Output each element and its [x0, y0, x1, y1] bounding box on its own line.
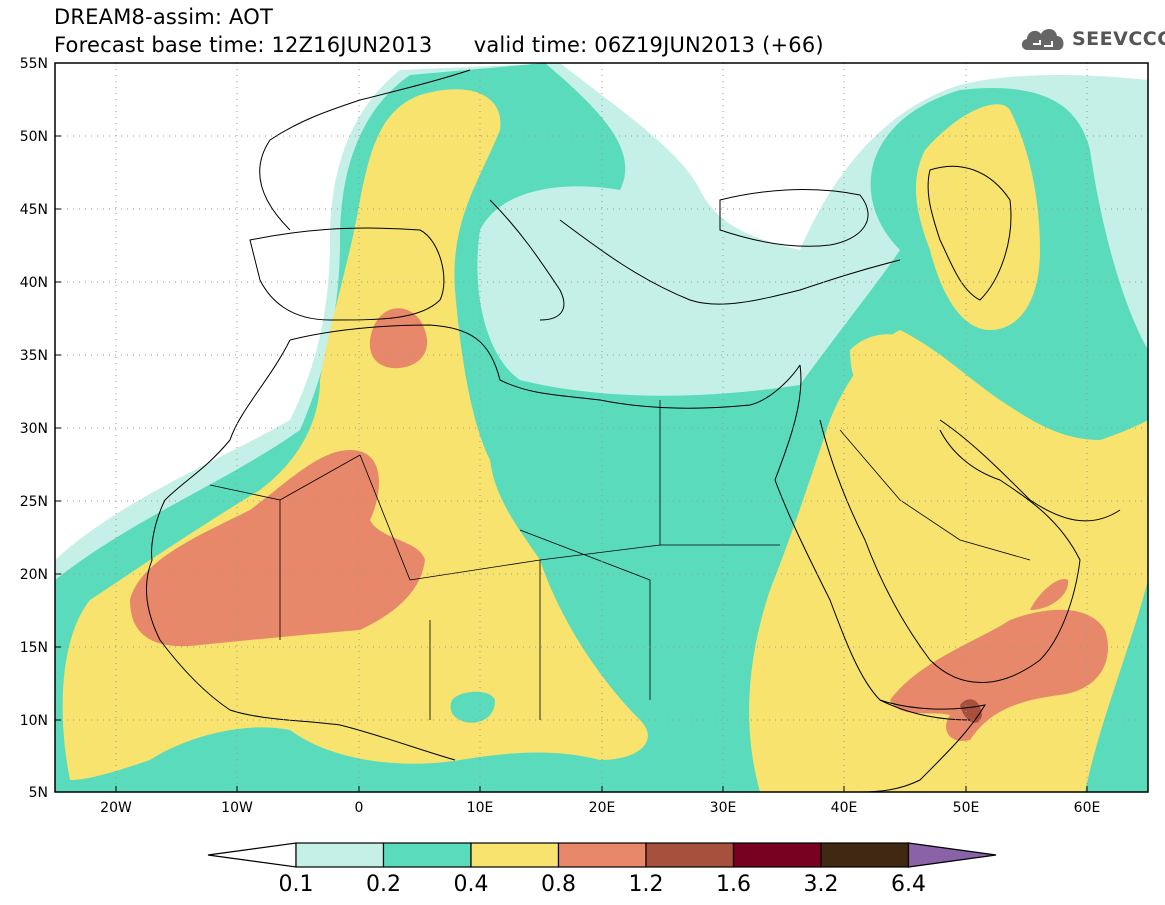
lat-label-50n: 50N [20, 129, 48, 145]
west-africa-coastline [146, 339, 456, 761]
lat-label-5n: 5N [29, 785, 48, 801]
persian-gulf-coastline [939, 419, 1121, 522]
lat-label-40n: 40N [20, 275, 48, 291]
coastlines [146, 69, 1121, 792]
lat-label-45n: 45N [20, 202, 48, 218]
colorbar-under-arrow [207, 842, 297, 868]
lon-label-50e: 50E [953, 800, 980, 816]
axis-ticks [55, 62, 1088, 793]
lon-label-20e: 20E [589, 800, 616, 816]
lat-label-25n: 25N [20, 494, 48, 510]
aot-band-0.4-caspian [915, 104, 1040, 330]
colorbar-swatch-5 [645, 842, 735, 868]
lon-label-10e: 10E [467, 800, 494, 816]
colorbar-labels: 0.1 0.2 0.4 0.8 1.2 1.6 3.2 6.4 [279, 872, 927, 897]
lat-label-15n: 15N [20, 640, 48, 656]
lat-label-35n: 35N [20, 348, 48, 364]
colorbar-over-arrow [907, 842, 997, 868]
arabia-coastline [819, 419, 1081, 683]
colorbar-label-6.4: 6.4 [891, 872, 926, 897]
colorbar-label-0.1: 0.1 [279, 872, 314, 897]
aot-band-0.8-algeria [369, 308, 428, 369]
lon-label-0: 0 [355, 800, 364, 816]
lon-label-20w: 20W [100, 800, 132, 816]
black-sea-coastline [719, 189, 869, 247]
colorbar [207, 842, 997, 868]
horn-of-africa-coastline [859, 699, 987, 792]
colorbar-label-0.8: 0.8 [541, 872, 576, 897]
logo-text: SEEVCCC [1072, 28, 1165, 50]
aot-band-0.8-sahel [130, 450, 425, 647]
italy-coastline [489, 199, 565, 321]
lat-label-10n: 10N [20, 713, 48, 729]
colorbar-swatch-1 [295, 842, 385, 868]
iberia-coastline [249, 227, 445, 321]
caspian-coastline [927, 165, 1012, 301]
colorbar-swatch-2 [382, 842, 472, 868]
lat-labels: 55N 50N 45N 40N 35N 30N 25N 20N 15N 10N … [20, 56, 48, 801]
red-sea-coastline [774, 364, 971, 721]
valid-time-label: valid time: 06Z19JUN2013 (+66) [473, 33, 824, 57]
base-time-label: Forecast base time: 12Z16JUN2013 [54, 33, 433, 57]
aot-band-0.8-oman [1030, 579, 1069, 610]
map-title: DREAM8-assim: AOT [54, 5, 273, 29]
colorbar-label-0.2: 0.2 [366, 872, 401, 897]
colorbar-swatch-4 [557, 842, 647, 868]
balkans-coastline [559, 219, 901, 305]
colorbar-label-0.4: 0.4 [454, 872, 489, 897]
country-borders [209, 400, 1031, 720]
aot-band-0.2-chad [450, 691, 495, 723]
colorbar-swatch-7 [820, 842, 910, 868]
time-info: Forecast base time: 12Z16JUN2013 valid t… [54, 34, 824, 56]
grid-lines [55, 63, 1148, 792]
lat-label-55n: 55N [20, 56, 48, 72]
med-south-coastline [289, 324, 801, 409]
colorbar-swatch-6 [732, 842, 822, 868]
lon-label-60e: 60E [1074, 800, 1101, 816]
colorbar-label-1.6: 1.6 [716, 872, 751, 897]
colorbar-swatch-3 [470, 842, 560, 868]
lon-labels: 20W 10W 0 10E 20E 30E 40E 50E 60E [100, 800, 1100, 816]
colorbar-label-3.2: 3.2 [804, 872, 839, 897]
colorbar-label-1.2: 1.2 [629, 872, 664, 897]
seevccc-logo: SEEVCCC [1018, 22, 1165, 58]
lon-label-30e: 30E [710, 800, 737, 816]
lon-label-10w: 10W [221, 800, 253, 816]
cloud-icon [1021, 28, 1064, 50]
lat-label-30n: 30N [20, 421, 48, 437]
aot-band-0.4-levant [850, 334, 931, 410]
lat-label-20n: 20N [20, 567, 48, 583]
lon-label-40e: 40E [831, 800, 858, 816]
europe-coastline [259, 69, 471, 231]
